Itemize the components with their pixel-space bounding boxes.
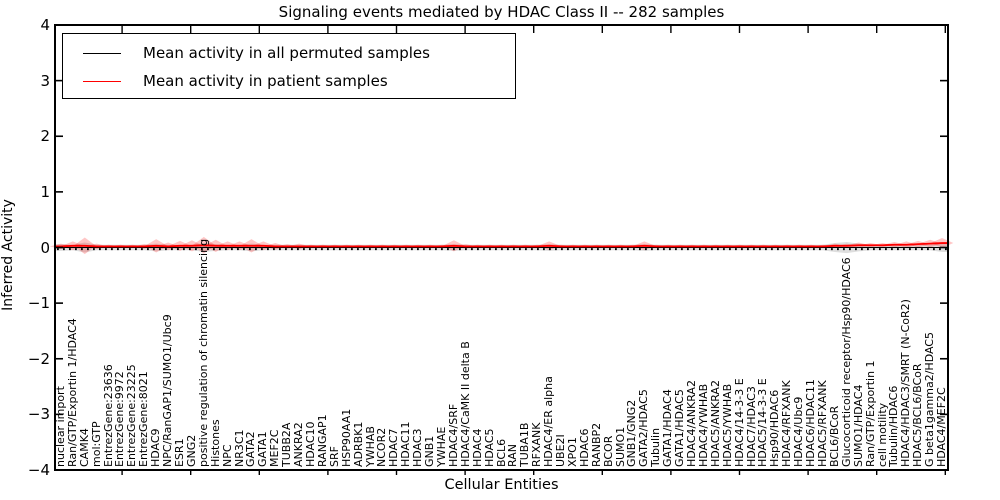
x-tick-label: BCOR [601, 435, 615, 467]
y-tick-label: 1 [40, 182, 50, 201]
y-axis-label: Inferred Activity [0, 199, 16, 311]
x-tick-label: SUMO1/HDAC4 [851, 384, 865, 467]
y-tick-label: 0 [40, 238, 50, 257]
y-tick-label: −4 [27, 461, 50, 479]
x-tick-label: CAMK4 [77, 428, 91, 467]
x-tick-label: HDAC4/14-3-3 E [732, 378, 746, 467]
y-tick-label: −3 [27, 405, 50, 424]
x-tick-label: HDAC5/YWHAB [720, 383, 734, 467]
x-tick-label: NPC [220, 444, 234, 467]
y-tick-label: 4 [40, 16, 50, 34]
chart-title: Signaling events mediated by HDAC Class … [278, 3, 725, 21]
x-tick-label: Ran/GTP/Exportin 1 [863, 360, 877, 467]
patient-line-swatch [83, 80, 121, 82]
legend-label-permuted: Mean activity in all permuted samples [143, 44, 430, 62]
x-tick-label: ADRBK1 [351, 421, 365, 467]
x-tick-label: RANBP2 [589, 422, 603, 467]
y-tick-label: 2 [40, 127, 50, 146]
x-axis-label: Cellular Entities [444, 477, 559, 493]
x-tick-label: HDAC4 [470, 428, 484, 467]
y-tick-label: −2 [27, 349, 50, 368]
legend-label-patient: Mean activity in patient samples [143, 72, 388, 90]
x-tick-label: HSP90AA1 [339, 408, 353, 467]
legend-entry-patient: Mean activity in patient samples [63, 68, 388, 94]
legend-entry-permuted: Mean activity in all permuted samples [63, 40, 430, 66]
legend-box: Mean activity in all permuted samples Me… [62, 33, 516, 99]
x-tick-label: mol:GTP [89, 421, 103, 467]
y-tick-label: 3 [40, 71, 50, 90]
x-tick-label: SRF [327, 446, 341, 467]
x-tick-label: HDAC4/MEF2C [935, 387, 949, 467]
y-tick-label: −1 [27, 294, 50, 313]
x-tick-label: HDAC4/CaMK II delta B [458, 341, 472, 467]
x-tick-label: HDAC5/ANKRA2 [708, 380, 722, 467]
x-tick-label: Histones [208, 419, 222, 467]
permuted-line-swatch [83, 52, 121, 54]
x-tick-label: Glucocorticoid receptor/Hsp90/HDAC6 [839, 257, 853, 467]
x-tick-label: HDAC5 [482, 428, 496, 467]
